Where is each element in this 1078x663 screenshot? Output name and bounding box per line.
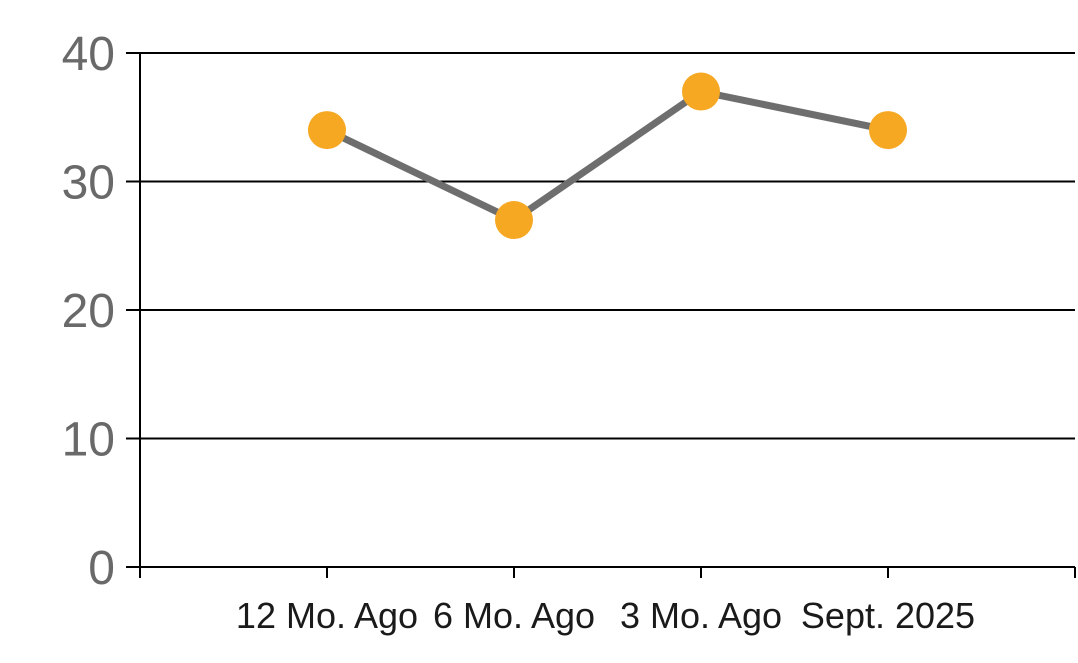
data-point-marker bbox=[682, 72, 720, 111]
y-axis-tick-label: 30 bbox=[62, 156, 115, 209]
series-line bbox=[325, 87, 889, 225]
data-point-marker bbox=[495, 201, 533, 240]
y-axis-tick-label: 40 bbox=[62, 28, 115, 81]
y-axis-tick-label: 10 bbox=[62, 413, 115, 466]
data-point-marker bbox=[869, 111, 907, 150]
y-axis-tick-label: 0 bbox=[88, 542, 115, 595]
data-point-marker bbox=[308, 111, 346, 150]
x-axis-category-label: 3 Mo. Ago bbox=[620, 595, 782, 636]
x-axis-category-label: 6 Mo. Ago bbox=[433, 595, 595, 636]
x-axis-category-label: Sept. 2025 bbox=[801, 595, 975, 636]
x-axis-category-label: 12 Mo. Ago bbox=[236, 595, 418, 636]
y-axis-tick-label: 20 bbox=[62, 285, 115, 338]
